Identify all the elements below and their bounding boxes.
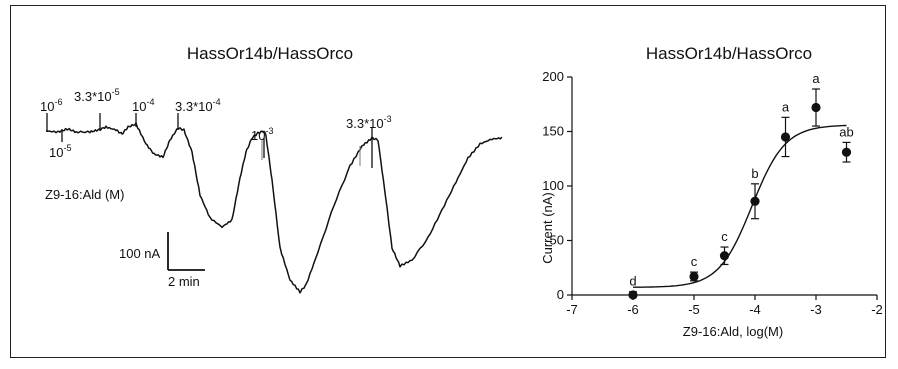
y-tick-label: 0 <box>557 287 564 302</box>
significance-letter: a <box>812 71 820 86</box>
significance-letter: a <box>782 99 790 114</box>
x-tick-label: -4 <box>749 302 761 317</box>
fit-curve <box>633 124 847 288</box>
y-tick-label: 200 <box>542 69 564 84</box>
significance-letter: b <box>751 166 758 181</box>
significance-letter: c <box>691 254 698 269</box>
current-trace <box>45 122 503 294</box>
concentration-label: 10-4 <box>132 97 154 114</box>
data-point <box>689 271 699 282</box>
y-ticks: 0 50 100 150 200 <box>542 69 572 302</box>
x-tick-label: -6 <box>627 302 639 317</box>
stimulus-markers <box>46 113 373 168</box>
x-tick-label: -3 <box>810 302 822 317</box>
concentration-label: 10-6 <box>40 97 62 114</box>
y-axis-label: Current (nA) <box>540 192 555 264</box>
figure-frame <box>10 5 886 358</box>
data-point <box>628 290 638 300</box>
trace-title: HassOr14b/HassOrco <box>187 44 353 63</box>
x-axis-label: Z9-16:Ald, log(M) <box>683 324 783 339</box>
x-tick-label: -5 <box>688 302 700 317</box>
dose-response-title: HassOr14b/HassOrco <box>646 44 812 63</box>
significance-letter: ab <box>839 124 853 139</box>
concentration-label: 10-3 <box>251 126 273 143</box>
concentration-label: 3.3*10-5 <box>74 87 120 104</box>
data-point <box>811 102 821 113</box>
scale-bar-current-label: 100 nA <box>119 246 161 261</box>
significance-letter: d <box>629 274 636 289</box>
current-trace-panel: HassOr14b/HassOrco 10-6 10-5 3.3*10-5 10-4 3… <box>40 44 503 294</box>
concentration-label: 3.3*10-4 <box>175 97 221 114</box>
y-tick-label: 50 <box>550 233 564 248</box>
y-tick-label: 150 <box>542 124 564 139</box>
concentration-labels: 10-6 10-5 3.3*10-5 10-4 3.3*10-4 10-3 3.3*10-3 <box>40 87 392 160</box>
data-point <box>719 251 730 261</box>
stimulus-label: Z9-16:Ald (M) <box>45 187 124 202</box>
data-points: d c c b a a ab <box>628 71 854 300</box>
scale-bar-time-label: 2 min <box>168 274 200 289</box>
data-point <box>750 196 760 206</box>
data-point <box>780 132 791 142</box>
y-tick-label: 100 <box>542 178 564 193</box>
x-tick-label: -7 <box>566 302 578 317</box>
data-point <box>841 147 852 157</box>
concentration-label: 3.3*10-3 <box>346 114 392 131</box>
significance-letter: c <box>721 229 728 244</box>
concentration-label: 10-5 <box>49 143 71 160</box>
dose-response-panel: HassOr14b/HassOrco -7 -6 -5 -4 -3 -2 0 50 100 15… <box>540 44 883 339</box>
x-tick-label: -2 <box>871 302 883 317</box>
